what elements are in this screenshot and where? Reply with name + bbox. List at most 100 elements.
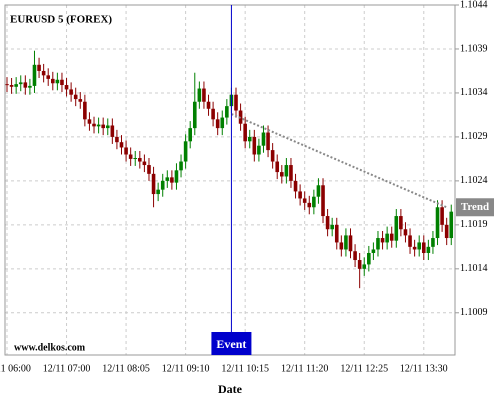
- candle-body: [151, 173, 156, 195]
- watermark: www.delkos.com: [14, 342, 86, 353]
- trend-label-box: [456, 198, 494, 217]
- trend-line: [231, 113, 448, 209]
- candle-body: [73, 94, 78, 100]
- candle-body: [289, 165, 293, 181]
- candle-body: [444, 224, 449, 239]
- candle-body: [344, 235, 348, 250]
- x-tick-label: 12/11 06:00: [0, 363, 31, 374]
- event-label-box: [211, 332, 252, 355]
- candle-body: [270, 150, 275, 162]
- candle-body: [353, 251, 357, 261]
- event-label: Event: [216, 337, 246, 351]
- candle-body: [92, 123, 96, 127]
- candle-body: [234, 94, 238, 111]
- x-tick-label: 12/11 13:30: [400, 363, 448, 374]
- candle-body: [183, 141, 188, 162]
- candle-body: [9, 85, 14, 87]
- y-tick-label: 1.1029: [460, 131, 488, 142]
- candle-body: [206, 101, 211, 109]
- candle-body: [417, 242, 421, 250]
- candle-body: [174, 170, 179, 183]
- candle-body: [18, 82, 23, 85]
- candle-body: [128, 154, 133, 159]
- y-tick-label: 1.1014: [460, 263, 488, 274]
- y-tick-label: 1.1034: [460, 87, 488, 98]
- candle-body: [215, 119, 220, 129]
- candle-body: [69, 89, 73, 95]
- candle-body: [46, 75, 51, 79]
- candle-body: [202, 88, 206, 102]
- candle-body: [124, 147, 128, 155]
- candle-body: [275, 161, 280, 173]
- candle-body: [133, 158, 138, 160]
- candle-body: [225, 106, 229, 118]
- candle-body: [5, 84, 9, 86]
- candle-body: [431, 238, 435, 247]
- candle-body: [96, 124, 101, 127]
- x-tick-label: 12/11 12:25: [340, 363, 388, 374]
- candle-body: [371, 249, 376, 253]
- candle-body: [211, 108, 215, 120]
- candle-body: [339, 242, 344, 250]
- candle-body: [440, 207, 444, 225]
- candle-body: [334, 224, 339, 243]
- candle-body: [449, 211, 454, 239]
- candle-body: [257, 145, 261, 155]
- x-tick-label: 12/11 08:05: [102, 363, 150, 374]
- plot: [5, 50, 454, 289]
- candle-body: [298, 191, 302, 199]
- candle-body: [115, 136, 119, 143]
- candle-body: [78, 99, 83, 102]
- candle-body: [23, 82, 28, 88]
- candle-body: [357, 260, 362, 269]
- candle-body: [266, 132, 270, 151]
- candle-body: [160, 180, 165, 190]
- x-tick-label: 12/11 11:20: [281, 363, 328, 374]
- x-tick-label: 12/11 10:15: [221, 363, 269, 374]
- candle-body: [41, 70, 46, 76]
- y-tick-label: 1.1019: [460, 219, 488, 230]
- candle-body: [138, 158, 142, 162]
- trend-label: Trend: [461, 201, 489, 213]
- candle-body: [252, 136, 257, 155]
- chart-title: EURUSD 5 (FOREX): [10, 14, 112, 26]
- candle-body: [192, 101, 197, 129]
- candle-body: [321, 185, 325, 217]
- candle-body: [316, 185, 321, 197]
- candle-body: [55, 79, 60, 84]
- candle-body: [105, 125, 110, 129]
- candle-body: [284, 165, 289, 177]
- candle-body: [385, 233, 389, 243]
- x-tick-label: 12/11 07:00: [43, 363, 91, 374]
- candle-body: [293, 180, 298, 192]
- candle-body: [330, 224, 334, 230]
- candle-body: [389, 233, 394, 241]
- candle-body: [243, 123, 247, 142]
- candle-body: [247, 136, 252, 142]
- candle-body: [60, 79, 64, 86]
- candle-body: [348, 235, 353, 252]
- candle-body: [142, 161, 147, 166]
- candle-body: [156, 189, 160, 195]
- candle-body: [376, 238, 380, 250]
- y-tick-label: 1.1039: [460, 43, 488, 54]
- x-axis-title: Date: [218, 382, 243, 396]
- candle-body: [325, 216, 330, 230]
- candle-body: [435, 207, 440, 239]
- candle-body: [110, 125, 115, 137]
- candle-body: [408, 235, 412, 247]
- candle-body: [220, 117, 225, 129]
- candle-body: [302, 198, 307, 203]
- candle-body: [307, 202, 312, 208]
- candle-body: [412, 246, 417, 250]
- candle-body: [280, 172, 284, 177]
- candle-body: [64, 85, 69, 90]
- candle-body: [312, 196, 316, 208]
- candle-body: [394, 216, 399, 241]
- candle-body: [101, 124, 105, 129]
- candle-body: [403, 229, 408, 236]
- candle-body: [37, 64, 41, 71]
- candle-body: [51, 78, 55, 84]
- candle-body: [165, 177, 170, 181]
